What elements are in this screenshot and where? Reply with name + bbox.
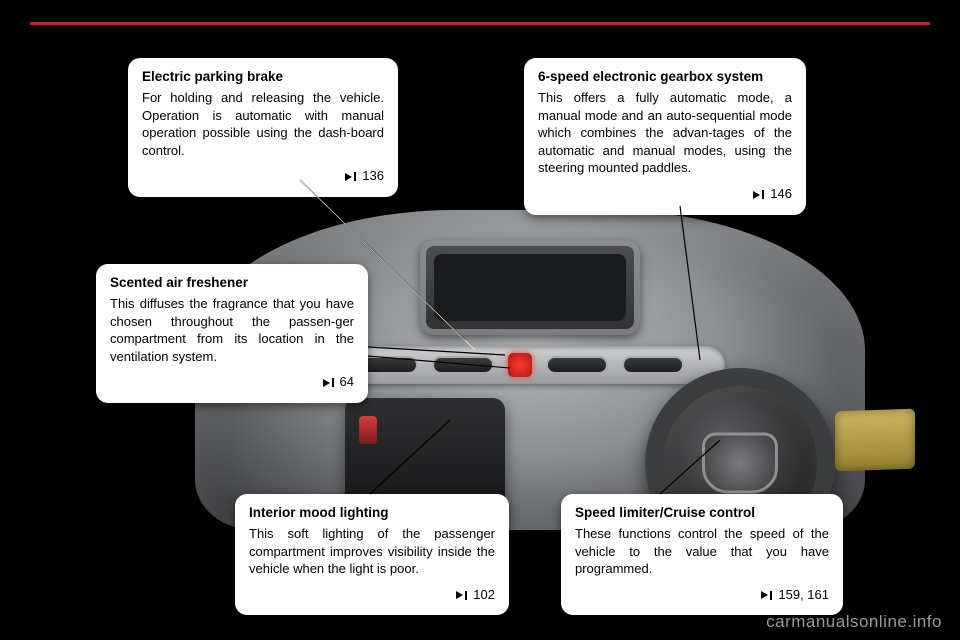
watermark: carmanualsonline.info bbox=[766, 612, 942, 632]
callout-body: This diffuses the fragrance that you hav… bbox=[110, 295, 354, 365]
callout-air-freshener: Scented air freshener This diffuses the … bbox=[96, 264, 368, 403]
page-reference: 136 bbox=[142, 167, 384, 185]
callout-body: This offers a fully automatic mode, a ma… bbox=[538, 89, 792, 177]
center-vents bbox=[315, 346, 725, 384]
page-reference: 146 bbox=[538, 185, 792, 203]
page-arrow-bar bbox=[332, 378, 334, 387]
callout-title: 6-speed electronic gearbox system bbox=[538, 68, 792, 86]
page-number: 146 bbox=[770, 186, 792, 201]
callout-title: Electric parking brake bbox=[142, 68, 384, 86]
callout-gearbox: 6-speed electronic gearbox system This o… bbox=[524, 58, 806, 215]
side-panel bbox=[835, 409, 915, 472]
page-arrow-icon bbox=[761, 591, 768, 599]
page-number: 102 bbox=[473, 587, 495, 602]
console-red-indicator bbox=[359, 416, 377, 444]
page-arrow-icon bbox=[753, 191, 760, 199]
page-arrow-icon bbox=[323, 379, 330, 387]
callout-body: These functions control the speed of the… bbox=[575, 525, 829, 578]
vent-slot bbox=[546, 356, 608, 374]
callout-title: Scented air freshener bbox=[110, 274, 354, 292]
page-arrow-icon bbox=[345, 173, 352, 181]
callout-body: For holding and releasing the vehicle. O… bbox=[142, 89, 384, 159]
page-reference: 159, 161 bbox=[575, 586, 829, 604]
page-number: 64 bbox=[340, 374, 354, 389]
hazard-button-icon bbox=[508, 353, 532, 377]
page-arrow-icon bbox=[456, 591, 463, 599]
vent-slot bbox=[622, 356, 684, 374]
page-reference: 64 bbox=[110, 373, 354, 391]
page-reference: 102 bbox=[249, 586, 495, 604]
vent-slot bbox=[432, 356, 494, 374]
callout-mood-lighting: Interior mood lighting This soft lightin… bbox=[235, 494, 509, 615]
callout-title: Speed limiter/Cruise control bbox=[575, 504, 829, 522]
page-number: 136 bbox=[362, 168, 384, 183]
page-arrow-bar bbox=[354, 172, 356, 181]
page-arrow-bar bbox=[465, 591, 467, 600]
center-screen bbox=[420, 240, 640, 335]
page-arrow-bar bbox=[762, 190, 764, 199]
header-divider bbox=[30, 22, 930, 25]
callout-speed-limiter: Speed limiter/Cruise control These funct… bbox=[561, 494, 843, 615]
callout-electric-parking-brake: Electric parking brake For holding and r… bbox=[128, 58, 398, 197]
page-arrow-bar bbox=[770, 591, 772, 600]
page-number: 159, 161 bbox=[778, 587, 829, 602]
callout-title: Interior mood lighting bbox=[249, 504, 495, 522]
callout-body: This soft lighting of the passenger comp… bbox=[249, 525, 495, 578]
